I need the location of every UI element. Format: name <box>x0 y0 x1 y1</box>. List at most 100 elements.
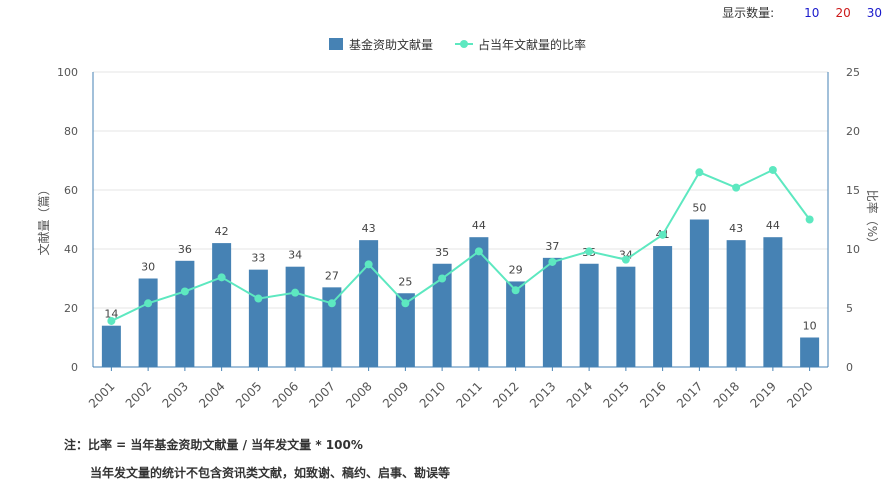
ratio-point <box>732 183 741 192</box>
x-tick-label: 2011 <box>453 379 484 410</box>
ratio-point <box>438 274 447 283</box>
x-tick-label: 2015 <box>600 379 631 410</box>
bar-value-label: 43 <box>362 222 376 235</box>
bar-value-label: 43 <box>729 222 743 235</box>
bar-value-label: 25 <box>398 275 412 288</box>
bar <box>138 278 158 367</box>
bar <box>322 287 342 367</box>
ratio-point <box>401 299 410 308</box>
x-tick-label: 2001 <box>86 379 117 410</box>
x-tick-label: 2004 <box>196 379 227 410</box>
ratio-point <box>511 286 520 295</box>
ratio-point <box>695 168 704 177</box>
bar <box>359 240 379 367</box>
x-tick-label: 2016 <box>637 379 668 410</box>
fund-literature-chart: 0 20 40 60 80 100 0 5 10 15 20 25 文献量（篇） 比率（%） 14 30 36 4… <box>36 37 880 411</box>
bar <box>506 281 526 367</box>
bar-value-label: 27 <box>325 269 339 282</box>
note-exclusion: 当年发文量的统计不包含资讯类文献，如致谢、稿约、启事、勘误等 <box>90 466 451 480</box>
bar <box>285 266 305 367</box>
bar-value-label: 44 <box>472 219 486 232</box>
x-tick-label: 2008 <box>343 379 374 410</box>
x-tick-label: 2002 <box>123 379 154 410</box>
legend-bar-swatch <box>329 38 343 50</box>
x-tick-label: 2012 <box>490 379 521 410</box>
ratio-point <box>144 299 153 308</box>
ratio-point <box>474 247 483 256</box>
x-tick-label: 2007 <box>306 379 337 410</box>
x-tick-label: 2006 <box>270 379 301 410</box>
y-tick-label: 80 <box>64 125 78 138</box>
x-tick-label: 2003 <box>159 379 190 410</box>
bar <box>469 237 489 367</box>
y2-tick-label: 25 <box>846 66 860 79</box>
y-tick-label: 40 <box>64 243 78 256</box>
ratio-line <box>110 168 811 322</box>
bar <box>248 269 268 367</box>
bar <box>175 260 195 367</box>
display-count-option-10[interactable]: 10 <box>804 5 820 20</box>
x-tick-label: 2019 <box>747 379 778 410</box>
y-tick-label: 20 <box>64 302 78 315</box>
ratio-point <box>327 299 336 308</box>
ratio-point <box>107 316 116 325</box>
bar-value-label: 36 <box>178 243 192 256</box>
x-tick-label: 2010 <box>417 379 448 410</box>
x-tick-label: 2017 <box>674 379 705 410</box>
x-tick-label: 2020 <box>784 379 815 410</box>
x-tick-label: 2009 <box>380 379 411 410</box>
bar <box>616 266 636 367</box>
display-count-option-30[interactable]: 30 <box>866 5 882 20</box>
y2-axis-title: 比率（%） <box>865 190 880 249</box>
display-count-option-20[interactable]: 20 <box>835 5 851 20</box>
bar-value-label: 33 <box>251 252 265 265</box>
bar <box>101 325 121 367</box>
bar-value-label: 29 <box>509 263 523 276</box>
bar-value-label: 35 <box>435 246 449 259</box>
ratio-point <box>585 247 594 256</box>
bar <box>432 263 452 367</box>
bar <box>763 237 783 367</box>
bar <box>726 240 746 367</box>
x-tick-label: 2018 <box>711 379 742 410</box>
bar <box>395 293 415 367</box>
ratio-point <box>364 260 373 269</box>
legend-line-label: 占当年文献量的比率 <box>478 37 586 52</box>
y2-tick-label: 20 <box>846 125 860 138</box>
bar <box>212 243 232 367</box>
legend-line-marker <box>460 40 468 48</box>
bar-value-label: 34 <box>288 249 302 262</box>
x-tick-label: 2013 <box>527 379 558 410</box>
bar-value-label: 14 <box>104 308 118 321</box>
ratio-point <box>291 288 300 297</box>
y-tick-label: 100 <box>57 66 78 79</box>
bar-value-label: 50 <box>692 202 706 215</box>
y2-tick-label: 10 <box>846 243 860 256</box>
note-ratio-definition: 注：比率 = 当年基金资助文献量 / 当年发文量 * 100% <box>64 438 363 452</box>
ratio-point <box>217 273 226 282</box>
ratio-point <box>805 215 814 224</box>
y-tick-label: 0 <box>71 361 78 374</box>
bar <box>653 246 673 367</box>
y2-tick-label: 5 <box>846 302 853 315</box>
y2-tick-label: 0 <box>846 361 853 374</box>
display-count-controls: 显示数量: 10 20 30 <box>722 4 882 21</box>
ratio-point <box>658 230 667 239</box>
bar <box>579 263 599 367</box>
x-tick-label: 2005 <box>233 379 264 410</box>
y2-tick-label: 15 <box>846 184 860 197</box>
ratio-point <box>180 287 189 296</box>
bar-value-label: 37 <box>545 240 559 253</box>
legend-bar-label: 基金资助文献量 <box>349 37 433 52</box>
ratio-point <box>548 257 557 266</box>
ratio-point <box>254 294 263 303</box>
bar-value-label: 44 <box>766 219 780 232</box>
y-axis-title: 文献量（篇） <box>36 183 51 255</box>
bar <box>542 257 562 367</box>
bar <box>689 219 709 367</box>
bar-value-label: 42 <box>215 225 229 238</box>
display-count-label: 显示数量: <box>722 6 775 20</box>
bar-value-label: 30 <box>141 261 155 274</box>
bar-value-label: 10 <box>803 320 817 333</box>
y-tick-label: 60 <box>64 184 78 197</box>
